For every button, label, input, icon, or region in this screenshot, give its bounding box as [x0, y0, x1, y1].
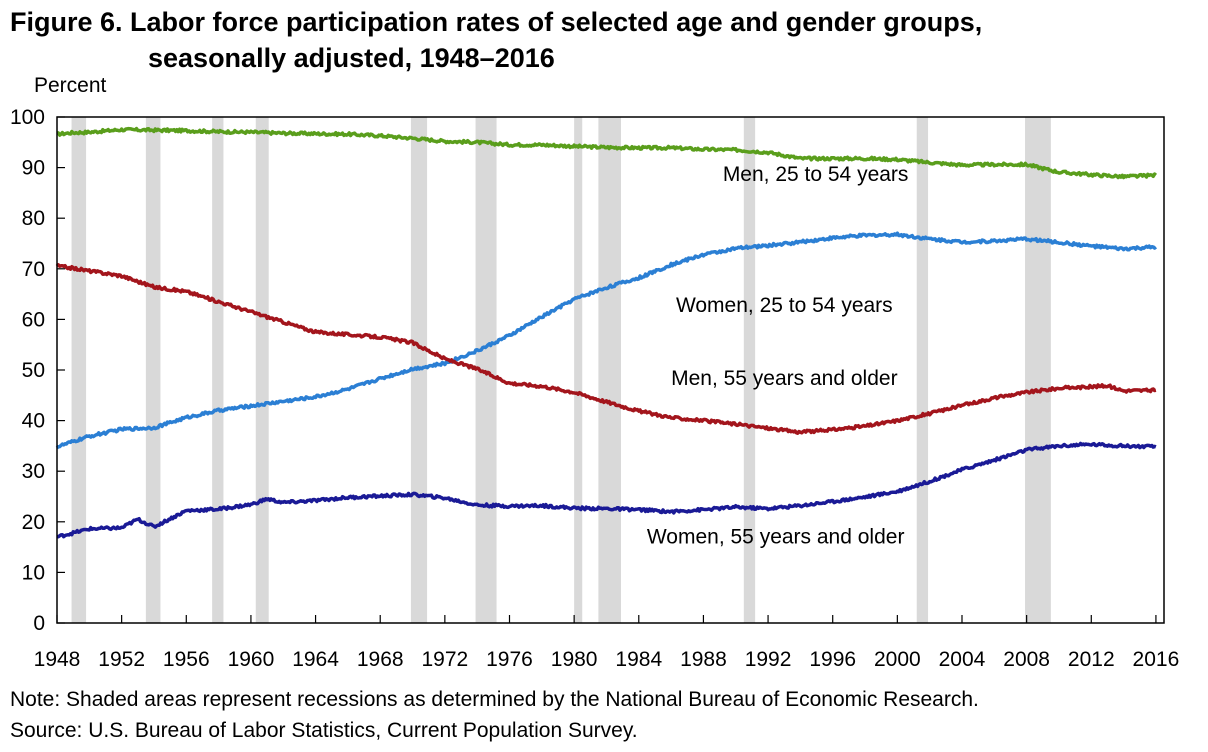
note-text: Note: Shaded areas represent recessions … — [10, 688, 979, 711]
x-tick-label: 1984 — [615, 648, 662, 671]
y-tick-label: 10 — [22, 561, 45, 584]
x-tick-label: 1996 — [809, 648, 856, 671]
series-line-1 — [55, 231, 1158, 450]
series-labels: Men, 25 to 54 years Women, 25 to 54 years… — [647, 163, 909, 549]
recession-band-3 — [255, 117, 269, 623]
y-tick-label: 20 — [22, 511, 45, 534]
x-tick-label: 1992 — [745, 648, 792, 671]
recession-band-8 — [743, 117, 756, 623]
x-tick-label: 1956 — [163, 648, 210, 671]
footnotes: Note: Shaded areas represent recessions … — [10, 684, 979, 746]
x-tick-label: 2016 — [1133, 648, 1180, 671]
series-line-2 — [55, 263, 1157, 435]
series-label-0: Men, 25 to 54 years — [723, 163, 909, 186]
y-tick-label: 30 — [22, 460, 45, 483]
series-line-3 — [56, 441, 1157, 539]
axis-ticks: 0 10 20 30 40 50 60 70 80 90 100 1948 1952 1956 1960 19… — [10, 106, 1179, 671]
x-tick-label: 1988 — [680, 648, 727, 671]
x-tick-label: 2004 — [939, 648, 986, 671]
x-tick-label: 1948 — [34, 648, 81, 671]
series-label-2: Men, 55 years and older — [671, 367, 897, 390]
recession-band-9 — [916, 117, 929, 623]
chart-title-line2: seasonally adjusted, 1948–2016 — [148, 43, 555, 73]
recession-band-5 — [475, 117, 497, 623]
x-tick-label: 1980 — [551, 648, 598, 671]
recession-band-10 — [1025, 117, 1051, 623]
x-tick-label: 1976 — [486, 648, 533, 671]
recession-band-2 — [212, 117, 224, 623]
y-tick-label: 90 — [22, 157, 45, 180]
x-tick-label: 1964 — [292, 648, 339, 671]
recession-shading — [71, 117, 1051, 623]
series-label-1: Women, 25 to 54 years — [676, 294, 893, 317]
x-tick-label: 1968 — [357, 648, 404, 671]
source-text: Source: U.S. Bureau of Labor Statistics,… — [10, 719, 638, 742]
x-tick-label: 1952 — [98, 648, 145, 671]
chart-title: Figure 6. Labor force participation rate… — [10, 4, 982, 76]
y-tick-label: 50 — [22, 359, 45, 382]
y-tick-label: 70 — [22, 258, 45, 281]
x-tick-label: 1972 — [421, 648, 468, 671]
series-label-3: Women, 55 years and older — [647, 526, 905, 549]
recession-band-1 — [145, 117, 161, 623]
y-tick-label: 60 — [22, 308, 45, 331]
recession-band-0 — [71, 117, 87, 623]
x-tick-label: 1960 — [228, 648, 275, 671]
y-tick-label: 100 — [10, 106, 45, 129]
x-tick-label: 2012 — [1068, 648, 1115, 671]
recession-band-7 — [598, 117, 622, 623]
y-tick-label: 0 — [33, 612, 45, 635]
y-tick-label: 80 — [22, 207, 45, 230]
series-line-0 — [56, 126, 1158, 180]
series-lines — [55, 126, 1158, 539]
chart-title-line1: Figure 6. Labor force participation rate… — [10, 7, 983, 37]
x-tick-label: 2000 — [874, 648, 921, 671]
x-tick-label: 2008 — [1003, 648, 1050, 671]
y-tick-label: 40 — [22, 410, 45, 433]
y-axis-label: Percent — [34, 74, 107, 97]
recession-band-6 — [574, 117, 583, 623]
